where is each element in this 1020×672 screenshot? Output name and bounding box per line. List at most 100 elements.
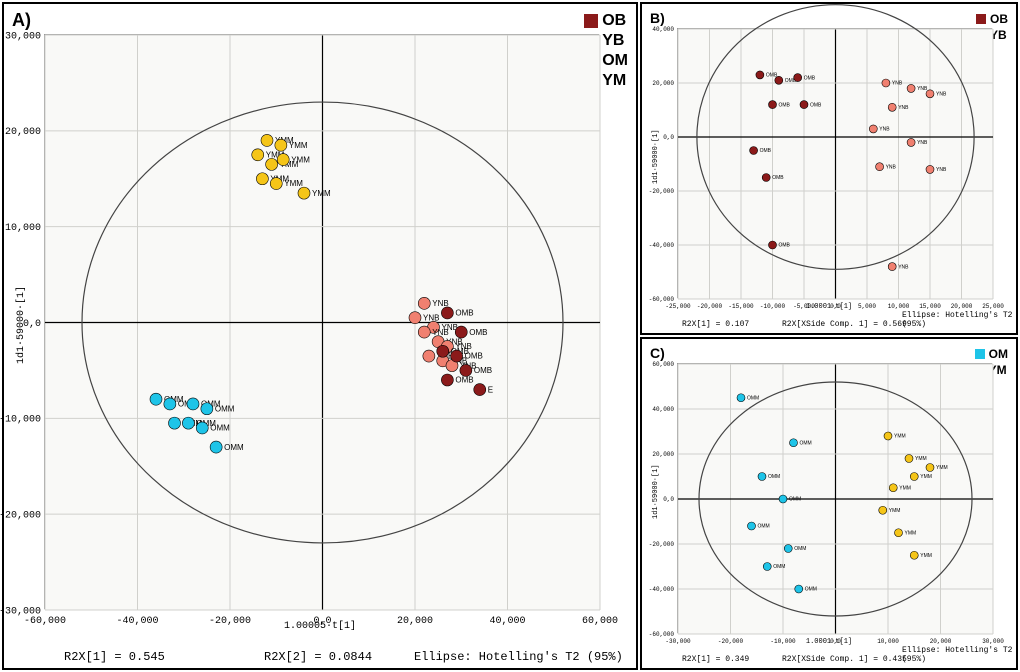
svg-text:-20,000: -20,000 xyxy=(649,188,675,195)
data-point xyxy=(926,464,934,472)
panel-c-label: C) xyxy=(650,345,665,361)
svg-text:OMM: OMM xyxy=(768,474,780,480)
data-point xyxy=(888,103,896,111)
svg-text:YNB: YNB xyxy=(917,140,928,146)
svg-text:YNB: YNB xyxy=(432,299,448,308)
svg-text:-40,000: -40,000 xyxy=(649,242,675,249)
svg-text:OMB: OMB xyxy=(804,75,816,81)
panel-b-r2x1: R2X[1] = 0.107 xyxy=(682,320,749,329)
panel-a: A) OBYBOMYM -60,000-40,000-20,0000,020,0… xyxy=(2,2,638,670)
data-point xyxy=(182,417,194,429)
svg-text:OMM: OMM xyxy=(210,424,230,433)
svg-text:-15,000: -15,000 xyxy=(728,303,754,310)
svg-text:20,000: 20,000 xyxy=(652,80,674,87)
data-point xyxy=(895,529,903,537)
svg-text:YMM: YMM xyxy=(289,141,308,150)
svg-text:10,000: 10,000 xyxy=(877,638,899,645)
legend-swatch xyxy=(975,349,985,359)
panel-c-xlabel: 1.0001·t[1] xyxy=(806,638,852,646)
data-point xyxy=(451,350,463,362)
data-point xyxy=(437,345,449,357)
svg-text:YNB: YNB xyxy=(936,167,947,173)
panel-a-r2x2: R2X[2] = 0.0844 xyxy=(264,650,372,664)
svg-text:-10,000: -10,000 xyxy=(760,303,786,310)
svg-text:OMB: OMB xyxy=(455,309,473,318)
svg-text:40,000: 40,000 xyxy=(652,26,674,33)
data-point xyxy=(889,484,897,492)
svg-text:OMB: OMB xyxy=(469,328,487,337)
data-point xyxy=(910,551,918,559)
svg-text:20,000: 20,000 xyxy=(951,303,973,310)
svg-text:OMM: OMM xyxy=(215,404,235,413)
data-point xyxy=(169,417,181,429)
svg-text:-60,000: -60,000 xyxy=(24,616,66,627)
svg-text:OMM: OMM xyxy=(773,564,785,570)
svg-text:OMB: OMB xyxy=(474,366,492,375)
svg-text:OMM: OMM xyxy=(747,395,759,401)
data-point xyxy=(879,506,887,514)
data-point xyxy=(455,326,467,338)
legend-item: OB xyxy=(976,12,1008,26)
data-point xyxy=(409,312,421,324)
svg-text:-60,000: -60,000 xyxy=(649,631,675,638)
data-point xyxy=(275,139,287,151)
panel-a-label: A) xyxy=(12,10,31,31)
svg-text:OMB: OMB xyxy=(455,376,473,385)
data-point xyxy=(910,473,918,481)
data-point xyxy=(298,187,310,199)
data-point xyxy=(164,398,176,410)
data-point xyxy=(261,134,273,146)
panel-b-label: B) xyxy=(650,10,665,26)
data-point xyxy=(905,455,913,463)
data-point xyxy=(769,241,777,249)
svg-text:YNB: YNB xyxy=(917,86,928,92)
svg-text:-30,000: -30,000 xyxy=(0,606,41,617)
svg-text:OMB: OMB xyxy=(465,352,483,361)
data-point xyxy=(882,79,890,87)
data-point xyxy=(252,149,264,161)
svg-text:OMM: OMM xyxy=(758,524,770,530)
panel-b-xlabel: 1.0001·t[1] xyxy=(806,303,852,311)
data-point xyxy=(441,374,453,386)
svg-text:YNB: YNB xyxy=(936,91,947,97)
legend-label: OM xyxy=(989,347,1008,361)
panel-c-r2x1: R2X[1] = 0.349 xyxy=(682,655,749,664)
data-point xyxy=(270,178,282,190)
data-point xyxy=(256,173,268,185)
svg-text:-40,000: -40,000 xyxy=(649,586,675,593)
panel-a-ylabel: 1d1·59000·[1] xyxy=(16,286,27,364)
svg-text:OMB: OMB xyxy=(772,175,784,181)
svg-text:20,000: 20,000 xyxy=(397,616,433,627)
data-point xyxy=(884,432,892,440)
data-point xyxy=(926,165,934,173)
svg-text:-20,000: -20,000 xyxy=(209,616,251,627)
svg-text:OMM: OMM xyxy=(805,587,817,593)
panel-a-xlabel: 1.00005·t[1] xyxy=(284,621,356,632)
svg-text:60,000: 60,000 xyxy=(582,616,618,627)
svg-text:0,0: 0,0 xyxy=(663,496,674,503)
legend-label: OB xyxy=(602,12,626,30)
data-point xyxy=(775,76,783,84)
legend-item: OB xyxy=(584,12,628,30)
data-point xyxy=(423,350,435,362)
svg-text:-25,000: -25,000 xyxy=(665,303,691,310)
data-point xyxy=(418,297,430,309)
svg-text:-30,000: -30,000 xyxy=(665,638,691,645)
svg-text:30,000: 30,000 xyxy=(982,638,1004,645)
panel-a-svg: -60,000-40,000-20,0000,020,00040,00060,0… xyxy=(45,35,600,610)
data-point xyxy=(769,101,777,109)
svg-text:OMB: OMB xyxy=(779,243,791,249)
svg-text:YMM: YMM xyxy=(920,553,932,559)
legend-label: YM xyxy=(602,72,626,90)
svg-text:YMM: YMM xyxy=(889,508,901,514)
legend-label: OB xyxy=(990,12,1008,26)
svg-text:YMM: YMM xyxy=(291,155,310,164)
legend-label: YB xyxy=(602,32,624,50)
svg-text:YMM: YMM xyxy=(284,179,303,188)
svg-text:YNB: YNB xyxy=(432,328,448,337)
legend-swatch xyxy=(976,14,986,24)
panel-b-plot: -25,000-20,000-15,000-10,000-5,0000,05,0… xyxy=(677,28,992,298)
data-point xyxy=(888,263,896,271)
data-point xyxy=(441,307,453,319)
svg-text:YNB: YNB xyxy=(879,127,890,133)
